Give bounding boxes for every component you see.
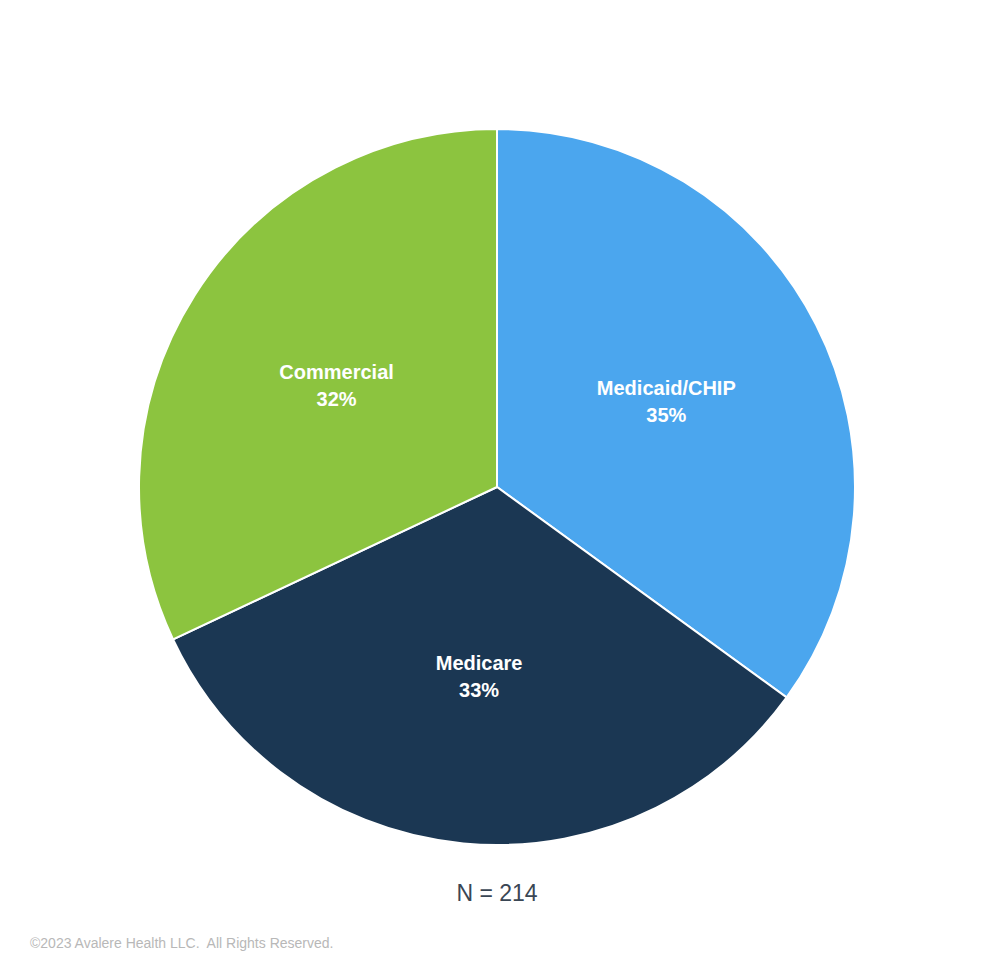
pie-slice: [139, 129, 497, 639]
sample-size-note: N = 214: [456, 880, 537, 906]
category-label: Medicare: [436, 652, 523, 674]
category-label: Medicaid/CHIP: [597, 377, 736, 399]
category-label: Commercial: [279, 361, 394, 383]
data-label: 35%: [646, 404, 686, 426]
pie: [139, 129, 855, 845]
data-label: 33%: [459, 679, 499, 701]
slice-labels: Medicaid/CHIP 35% Medicare 33% Commercial 32%: [279, 361, 735, 701]
copyright-note: ©2023 Avalere Health LLC. All Rights Res…: [30, 935, 333, 951]
data-label: 32%: [317, 388, 357, 410]
chart: Medicaid/CHIP 35% Medicare 33% Commercial 32%…: [0, 0, 984, 980]
